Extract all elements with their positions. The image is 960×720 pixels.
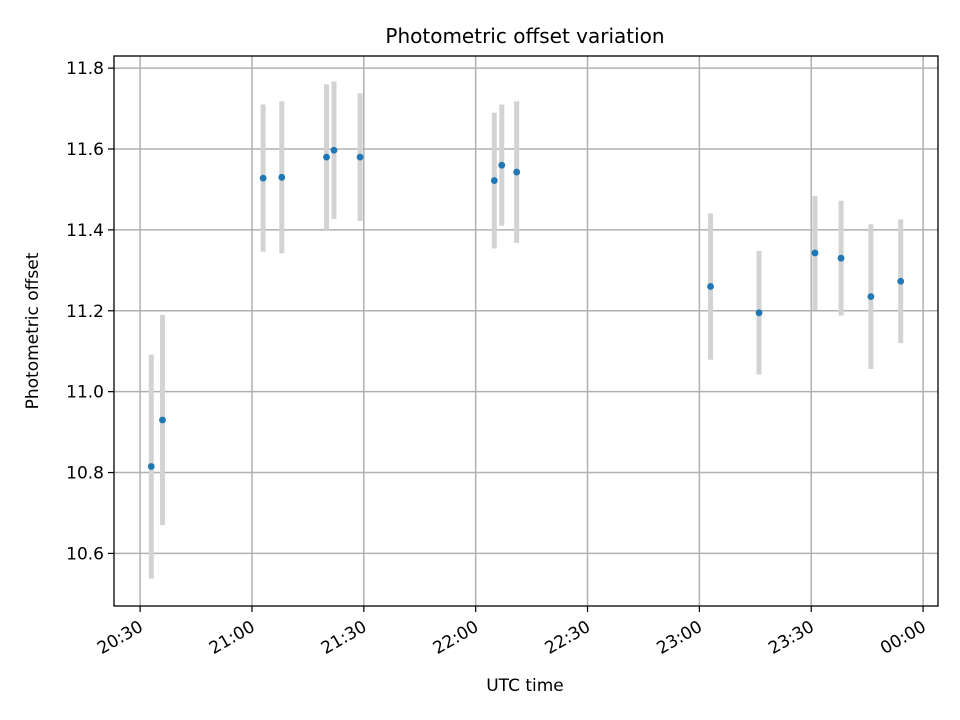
x-tick-label: 21:00 bbox=[206, 617, 258, 659]
data-point bbox=[323, 153, 330, 161]
grid-layer bbox=[114, 56, 938, 606]
y-tick-label: 11.6 bbox=[66, 140, 104, 160]
y-axis-title: Photometric offset bbox=[23, 252, 43, 409]
x-tick-label: 22:00 bbox=[430, 617, 482, 659]
data-point bbox=[707, 283, 714, 290]
x-tick-label: 00:00 bbox=[877, 617, 929, 659]
data-point bbox=[837, 254, 845, 262]
y-tick-label: 10.8 bbox=[66, 464, 104, 484]
data-point-layer bbox=[147, 146, 905, 470]
y-tick-label: 11.2 bbox=[66, 302, 104, 322]
y-tick-label: 11.4 bbox=[66, 221, 104, 241]
data-point bbox=[897, 277, 905, 285]
y-tick-label: 10.6 bbox=[66, 544, 104, 564]
chart-title: Photometric offset variation bbox=[385, 24, 664, 48]
data-point bbox=[147, 463, 155, 470]
x-axis-title: UTC time bbox=[486, 676, 564, 696]
x-tick-label: 23:30 bbox=[765, 617, 817, 659]
data-point bbox=[498, 161, 506, 169]
data-point bbox=[259, 174, 267, 182]
x-tick-label: 22:30 bbox=[542, 617, 594, 659]
data-point bbox=[356, 153, 364, 161]
data-point bbox=[867, 293, 875, 301]
plot-frame bbox=[113, 55, 939, 607]
data-point bbox=[278, 173, 286, 181]
x-tick-label: 23:00 bbox=[653, 617, 705, 659]
y-tick-label: 11.0 bbox=[66, 383, 104, 403]
x-tick-label: 20:30 bbox=[94, 617, 146, 659]
data-point bbox=[755, 309, 763, 317]
y-tick-label: 11.8 bbox=[66, 59, 104, 79]
error-bar-layer bbox=[148, 81, 904, 579]
data-point bbox=[513, 168, 521, 176]
x-tick-label: 21:30 bbox=[318, 617, 370, 659]
y-axis-ticks: 10.6 10.8 11.0 11.2 11.4 11.6 11.8 bbox=[66, 59, 114, 564]
x-axis-ticks: 20:30 21:00 21:30 22:00 22:30 23:00 23:30 00:00 bbox=[94, 606, 930, 659]
data-point bbox=[811, 249, 819, 257]
data-point bbox=[159, 416, 166, 424]
data-point bbox=[490, 177, 498, 184]
data-point bbox=[330, 146, 338, 154]
